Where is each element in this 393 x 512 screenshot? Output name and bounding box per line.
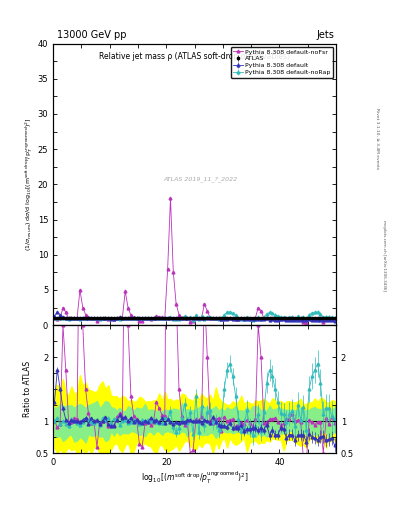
Line: Pythia 8.308 default-noFsr: Pythia 8.308 default-noFsr [53, 197, 336, 324]
Pythia 8.308 default-noFsr [315, 315, 320, 321]
X-axis label: $\log_{10}[(m^{\rm soft\ drop}/p_T^{\rm ungroomed})^2]$: $\log_{10}[(m^{\rm soft\ drop}/p_T^{\rm … [141, 470, 248, 486]
Legend: Pythia 8.308 default-noFsr, ATLAS, Pythia 8.308 default, Pythia 8.308 default-no: Pythia 8.308 default-noFsr, ATLAS, Pythi… [231, 47, 333, 78]
Text: Jets: Jets [316, 30, 334, 40]
Pythia 8.308 default-noFsr [304, 319, 309, 326]
Pythia 8.308 default-noFsr [199, 314, 204, 321]
Pythia 8.308 default-noFsr [324, 315, 329, 321]
Text: ATLAS 2019_11_?_2022: ATLAS 2019_11_?_2022 [163, 176, 237, 182]
Text: Rivet 3.1.10, ≥ 3.4M events: Rivet 3.1.10, ≥ 3.4M events [375, 108, 379, 169]
Pythia 8.308 default-noFsr [52, 315, 57, 321]
Pythia 8.308 default-noFsr [332, 315, 337, 322]
Y-axis label: Ratio to ATLAS: Ratio to ATLAS [23, 361, 32, 417]
Pythia 8.308 default-noFsr [222, 314, 227, 321]
Text: Relative jet mass ρ (ATLAS soft-drop observables): Relative jet mass ρ (ATLAS soft-drop obs… [99, 52, 290, 61]
Text: mcplots.cern.ch [arXiv:1306.3436]: mcplots.cern.ch [arXiv:1306.3436] [382, 221, 386, 291]
Pythia 8.308 default-noFsr [106, 315, 110, 322]
Text: 13000 GeV pp: 13000 GeV pp [57, 30, 127, 40]
Y-axis label: $(1/\sigma_{\rm resum})$ d$\sigma$/d log$_{10}$[(m$^{\rm soft\ drop}$/p$_T^{\rm : $(1/\sigma_{\rm resum})$ d$\sigma$/d log… [23, 117, 35, 251]
Pythia 8.308 default-noFsr [168, 195, 173, 201]
Pythia 8.308 default-noFsr [117, 314, 122, 321]
